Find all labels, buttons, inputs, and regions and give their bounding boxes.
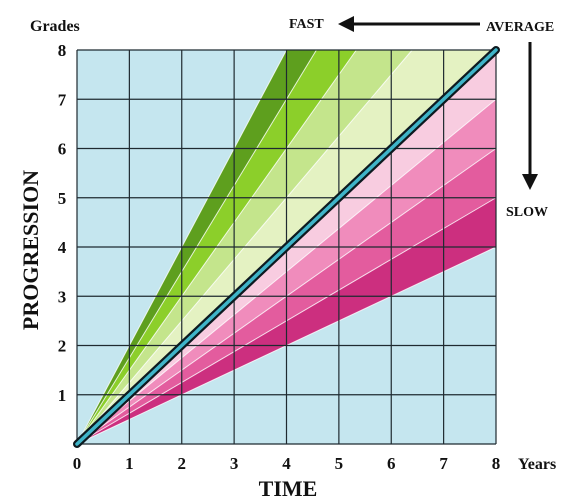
y-tick-label: 3 — [58, 287, 67, 306]
x-tick-label: 1 — [125, 454, 134, 473]
average-annotation: AVERAGE — [486, 20, 554, 35]
x-tick-label: 5 — [335, 454, 344, 473]
fast-annotation: FAST — [289, 17, 324, 32]
average-line — [75, 48, 498, 446]
y-axis-title: PROGRESSION — [18, 170, 43, 330]
slow-arrow — [522, 42, 538, 190]
x-tick-label: 4 — [282, 454, 291, 473]
x-tick-label: 8 — [492, 454, 501, 473]
average-line-group — [73, 46, 500, 448]
y-tick-label: 7 — [58, 90, 67, 109]
y-tick-label: 4 — [58, 238, 67, 257]
slow-annotation: SLOW — [506, 205, 548, 220]
grid-lines — [76, 49, 497, 445]
x-unit-label: Years — [518, 456, 556, 473]
fast-arrow — [338, 16, 480, 32]
y-tick-label: 8 — [58, 41, 67, 60]
x-axis-title: TIME — [259, 476, 318, 500]
y-tick-label: 1 — [58, 386, 67, 405]
x-tick-label: 3 — [230, 454, 239, 473]
y-tick-label: 2 — [58, 337, 67, 356]
x-tick-label: 0 — [73, 454, 82, 473]
x-tick-label: 2 — [178, 454, 187, 473]
x-tick-label: 7 — [439, 454, 448, 473]
y-tick-labels: 1 2 3 4 5 6 7 8 — [58, 41, 67, 405]
y-unit-label: Grades — [30, 18, 80, 35]
y-tick-label: 6 — [58, 140, 67, 159]
x-tick-labels: 0 1 2 3 4 5 6 7 8 — [73, 454, 501, 473]
y-tick-label: 5 — [58, 189, 67, 208]
x-tick-label: 6 — [387, 454, 396, 473]
